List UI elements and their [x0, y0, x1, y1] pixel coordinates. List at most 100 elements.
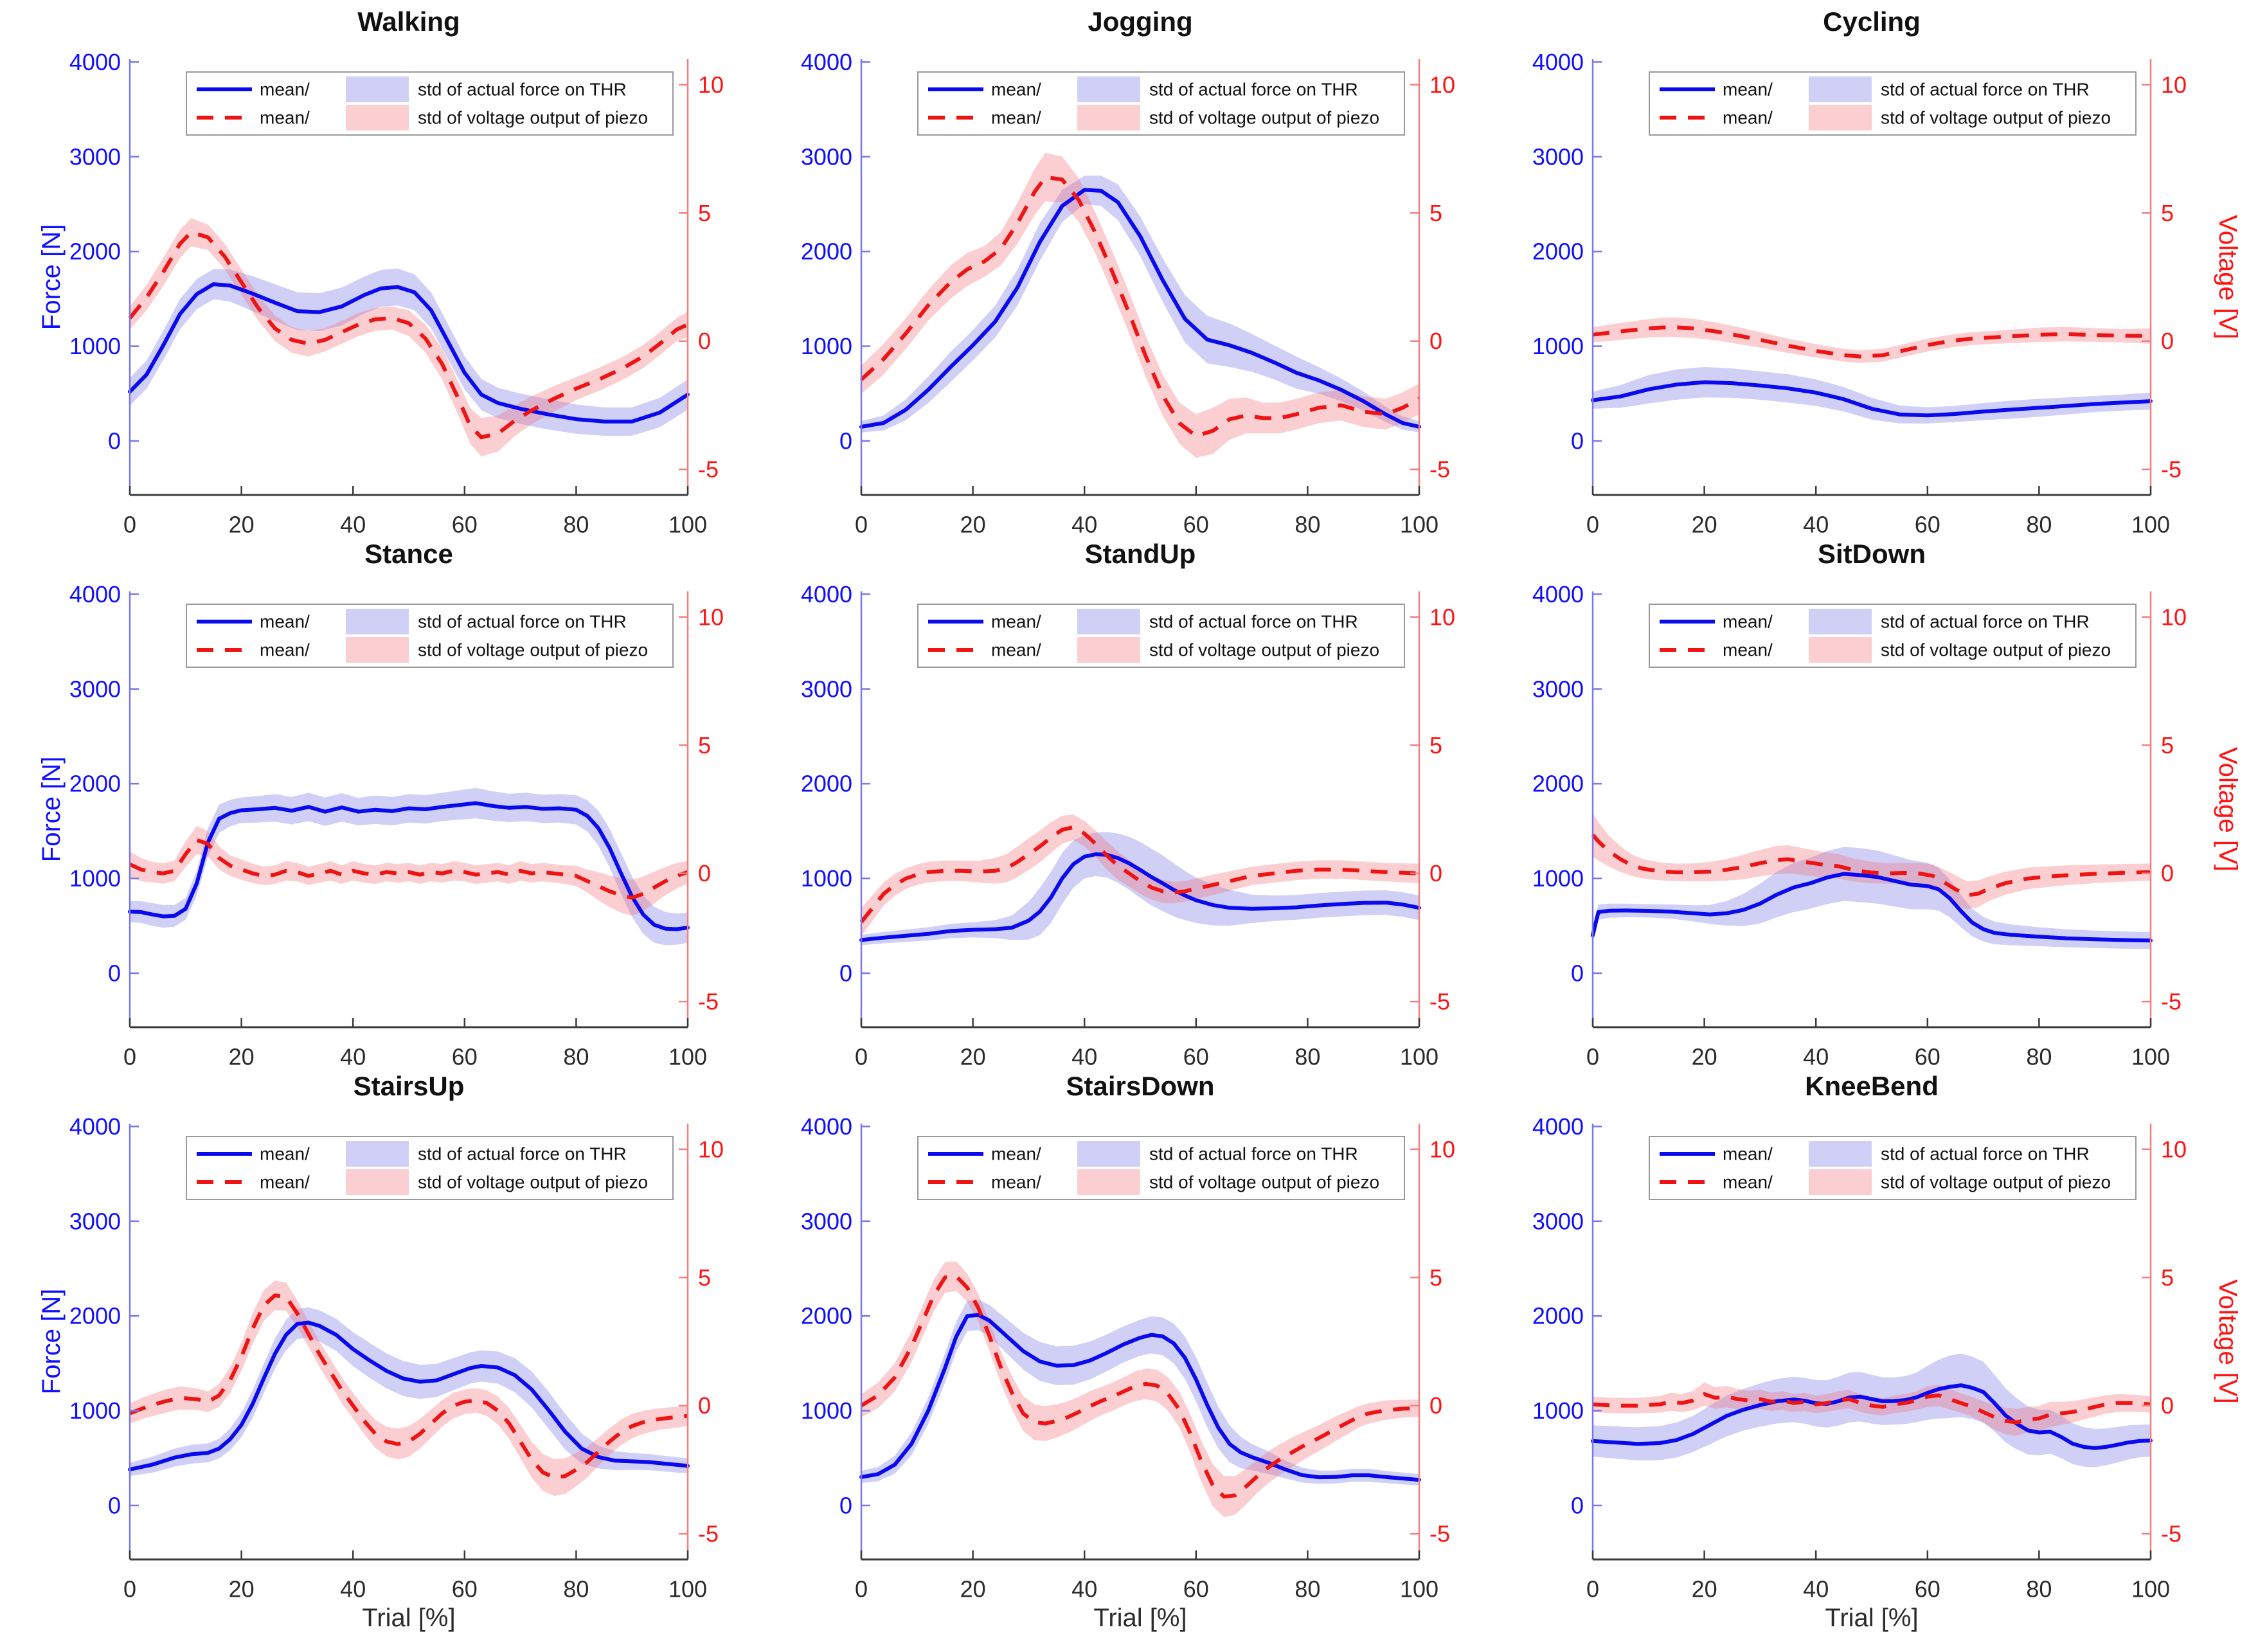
y-left-tick-label: 2000: [1532, 771, 1584, 797]
y-left-tick-label: 0: [1571, 1492, 1584, 1518]
legend: mean/std of actual force on THR mean/std …: [1649, 71, 2137, 136]
force-mean-line: [1591, 872, 2153, 943]
y-right-tick-label: 5: [698, 732, 711, 759]
y-right-tick-label: 10: [2161, 71, 2187, 98]
voltage-mean-line: [128, 230, 689, 440]
x-tick-label: 80: [2026, 1044, 2052, 1070]
legend-box: [1649, 71, 2137, 136]
y-right-tick-label: 0: [698, 860, 711, 886]
y-left-tick-label: 1000: [1532, 1397, 1584, 1424]
legend-force-label: std of actual force on THR: [418, 1144, 627, 1164]
y-right-tick-label: 5: [698, 1264, 711, 1291]
x-tick-label: 80: [563, 1044, 589, 1070]
legend-force-band-swatch: [1809, 609, 1872, 634]
y-right-axis-label: Voltage [V]: [2214, 1279, 2242, 1403]
legend-voltage-label: std of voltage output of piezo: [1149, 1172, 1379, 1192]
x-tick-label: 60: [1915, 1576, 1940, 1603]
y-left-tick-label: 3000: [801, 676, 852, 702]
y-right-tick-label: 10: [698, 1136, 724, 1162]
x-axis-label: Trial [%]: [362, 1604, 455, 1632]
y-right-tick-label: 5: [1429, 1264, 1442, 1291]
y-right-tick-label: 10: [698, 604, 724, 630]
y-left-tick-label: 4000: [801, 581, 852, 607]
legend: mean/std of actual force on THR mean/std …: [1649, 1136, 2137, 1200]
y-right-tick-label: 0: [1429, 860, 1442, 886]
legend-box: [917, 71, 1405, 136]
legend-voltage-band-swatch: [1809, 637, 1872, 663]
y-left-tick-label: 0: [839, 427, 852, 454]
x-tick-label: 60: [1915, 1044, 1940, 1070]
x-tick-label: 40: [340, 512, 366, 538]
x-tick-label: 60: [452, 1576, 478, 1603]
x-tick-label: 80: [1295, 1576, 1320, 1603]
legend-force-band-swatch: [1809, 1141, 1872, 1167]
force-mean-line: [859, 188, 1421, 429]
y-right-tick-label: 5: [2161, 1264, 2174, 1291]
y-right-tick-label: 10: [1429, 604, 1455, 630]
x-tick-label: 100: [1400, 1576, 1438, 1603]
y-left-tick-label: 4000: [801, 49, 852, 75]
y-right-tick-label: 10: [2161, 604, 2187, 630]
legend: mean/std of actual force on THR mean/std …: [917, 71, 1405, 136]
legend-voltage-mean-label: mean/: [991, 1172, 1041, 1192]
x-tick-label: 80: [2026, 1576, 2052, 1603]
legend-box: [1649, 604, 2137, 668]
y-right-tick-label: 0: [1429, 1392, 1442, 1419]
x-tick-label: 100: [1400, 512, 1438, 538]
force-mean-line: [859, 852, 1421, 942]
legend-voltage-label: std of voltage output of piezo: [1881, 640, 2111, 660]
legend-voltage-mean-label: mean/: [1723, 108, 1773, 128]
x-tick-label: 60: [452, 512, 478, 538]
y-left-tick-label: 0: [108, 427, 121, 454]
x-tick-label: 0: [123, 1044, 136, 1070]
legend-voltage-band-swatch: [1809, 105, 1872, 130]
y-right-tick-label: 0: [2161, 1392, 2174, 1419]
legend-force-mean-label: mean/: [991, 1144, 1041, 1164]
x-tick-label: 0: [1586, 1576, 1599, 1603]
x-tick-label: 100: [668, 1044, 707, 1070]
y-left-tick-label: 4000: [69, 49, 121, 75]
plot-title: Walking: [357, 6, 460, 37]
legend-voltage-label: std of voltage output of piezo: [1149, 108, 1379, 128]
legend-voltage-mean-label: mean/: [260, 108, 310, 128]
x-tick-label: 0: [855, 512, 868, 538]
voltage-std-band: [861, 1261, 1419, 1518]
x-tick-label: 100: [2131, 1576, 2170, 1603]
y-right-tick-label: 5: [698, 200, 711, 226]
y-left-tick-label: 2000: [801, 1303, 852, 1329]
y-right-tick-label: 10: [1429, 1136, 1455, 1162]
legend-force-band-swatch: [346, 76, 409, 102]
x-tick-label: 60: [452, 1044, 478, 1070]
legend-voltage-band-swatch: [346, 105, 409, 130]
x-tick-label: 20: [1692, 1044, 1717, 1070]
y-left-tick-label: 1000: [69, 1397, 121, 1424]
force-std-band: [1593, 1353, 2151, 1468]
y-right-tick-label: 10: [2161, 1136, 2187, 1162]
x-tick-label: 20: [229, 512, 255, 538]
y-left-tick-label: 3000: [69, 676, 121, 702]
plot-title: StandUp: [1085, 539, 1196, 569]
y-left-tick-label: 0: [108, 960, 121, 986]
x-tick-label: 40: [1803, 1044, 1829, 1070]
y-left-tick-label: 2000: [69, 1303, 121, 1329]
legend-voltage-label: std of voltage output of piezo: [418, 640, 648, 660]
force-mean-line: [1591, 1383, 2153, 1450]
y-left-tick-label: 3000: [1532, 1208, 1584, 1234]
y-left-tick-label: 1000: [1532, 333, 1584, 359]
x-tick-label: 40: [1071, 1576, 1097, 1603]
legend-box: [1649, 1136, 2137, 1200]
y-right-tick-label: 0: [2161, 328, 2174, 354]
voltage-std-band: [861, 152, 1419, 458]
legend-force-label: std of actual force on THR: [1149, 80, 1358, 100]
legend-force-band-swatch: [346, 1141, 409, 1167]
x-tick-label: 60: [1183, 512, 1209, 538]
legend-voltage-mean-label: mean/: [991, 108, 1041, 128]
y-right-tick-label: 0: [2161, 860, 2174, 886]
legend-box: [186, 71, 674, 136]
legend-voltage-mean-label: mean/: [260, 640, 310, 660]
voltage-std-band: [130, 1280, 688, 1496]
y-left-tick-label: 2000: [1532, 238, 1584, 265]
